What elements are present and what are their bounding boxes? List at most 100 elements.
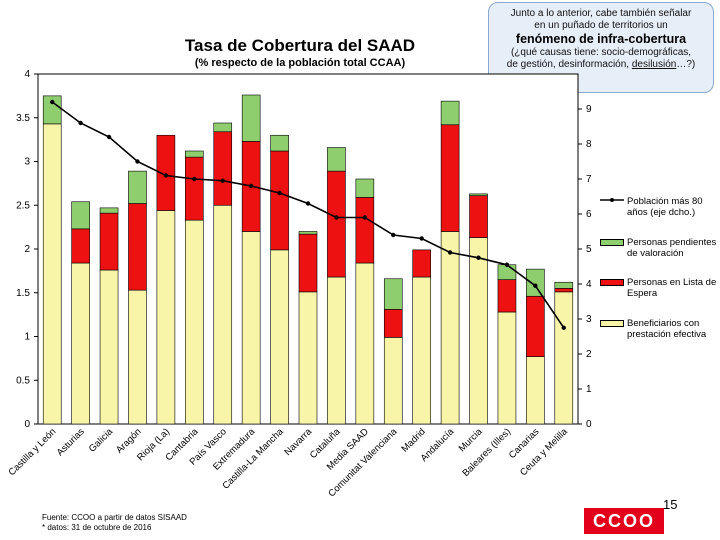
source-line-2: * datos: 31 de octubre de 2016 — [42, 523, 152, 532]
line-point — [419, 236, 424, 241]
bar-segment — [497, 311, 517, 425]
line-point — [334, 215, 339, 220]
y-tick-label: 1.5 — [16, 288, 30, 299]
y-tick-label: 0.5 — [16, 375, 30, 386]
callout-line-5c: …?) — [676, 59, 696, 70]
bar-segment — [383, 337, 403, 425]
line-point — [391, 232, 396, 238]
line-point — [362, 215, 368, 220]
bar-segment — [213, 131, 233, 206]
line-point — [135, 159, 140, 164]
y2-tick-label: 3 — [586, 314, 592, 325]
y2-tick-label: 8 — [586, 139, 592, 150]
y-tick-label: 4 — [24, 69, 30, 80]
y2-tick-label: 5 — [586, 244, 592, 255]
bar-segment — [99, 269, 119, 425]
y-tick-label: 2 — [24, 244, 30, 255]
line-point — [50, 99, 55, 105]
line-point — [192, 176, 197, 182]
line-point — [476, 255, 481, 260]
y-tick-label: 2.5 — [16, 200, 30, 211]
chart-subtitle: (% respecto de la población total CCAA) — [194, 57, 406, 69]
bar-segment — [440, 100, 460, 126]
page-number: 15 — [663, 497, 678, 512]
bar-segment — [526, 295, 545, 357]
bar-segment — [440, 231, 460, 425]
bar-segment — [156, 134, 176, 211]
line-point — [504, 262, 510, 267]
y2-tick-label: 0 — [586, 419, 592, 430]
bar-segment — [440, 124, 460, 232]
source-line-1: Fuente: CCOO a partir de datos SISAAD — [42, 513, 187, 522]
line-point — [561, 325, 566, 330]
bar-segment — [185, 156, 204, 221]
bar-segment — [327, 276, 346, 425]
line-point — [163, 173, 169, 178]
chart-title: Tasa de Cobertura del SAAD — [184, 36, 416, 55]
legend-swatch-pending — [600, 239, 624, 246]
y2-tick-label: 7 — [586, 174, 592, 185]
bar-segment — [128, 289, 147, 425]
bar-segment — [99, 207, 119, 214]
bar-segment — [241, 94, 261, 142]
bar-segment — [469, 193, 488, 196]
callout-line-5: de gestión, desinformación, desilusión…?… — [489, 59, 713, 71]
y2-tick-label: 2 — [586, 349, 592, 360]
source-note: Fuente: CCOO a partir de datos SISAAD * … — [42, 513, 187, 533]
bar-segment — [71, 262, 90, 425]
bar-segment — [497, 264, 517, 280]
bar-segment — [355, 197, 375, 264]
bar-segment — [412, 249, 431, 278]
callout-highlight: fenómeno de infra-cobertura — [515, 32, 687, 46]
category-label: Galicia — [87, 426, 116, 455]
line-point — [78, 120, 83, 126]
callout-line-1: Junto a lo anterior, cabe también señala… — [510, 8, 692, 19]
y-tick-label: 3 — [24, 157, 30, 168]
line-point — [248, 183, 254, 189]
line-point — [305, 201, 311, 206]
bar-segment — [185, 219, 204, 425]
bar-segment — [213, 204, 233, 425]
y2-tick-label: 9 — [586, 104, 592, 115]
bar-segment — [526, 356, 545, 425]
bar-segment — [554, 281, 574, 289]
bar-segment — [298, 291, 318, 425]
callout-line-2: en un puñado de territorios un — [534, 20, 668, 31]
bar-segment — [270, 249, 289, 425]
bar-segment — [270, 134, 289, 152]
bar-segment — [412, 276, 431, 425]
bar-segment — [327, 147, 346, 172]
legend-label-waiting: Personas en Lista de Espera — [627, 277, 717, 299]
callout-underlined-word: desilusión — [631, 59, 677, 70]
bar-segment — [526, 268, 545, 297]
bar-segment — [554, 291, 574, 425]
bar-segment — [42, 95, 62, 125]
line-point — [220, 178, 225, 183]
bar-segment — [469, 237, 488, 425]
line-point — [447, 250, 453, 255]
bar-segment — [128, 170, 147, 204]
bar-segment — [241, 231, 261, 425]
line-point — [277, 190, 282, 196]
category-label: Castilla y León — [6, 426, 58, 478]
bar-segment — [469, 195, 488, 238]
legend-line-marker — [610, 198, 614, 202]
y-tick-label: 0 — [24, 419, 30, 430]
legend-label-pending: Personas pendientes de valoración — [627, 237, 717, 259]
bar-segment — [355, 178, 375, 198]
callout-line-5a: de gestión, desinformación, — [506, 59, 632, 70]
ccoo-logo: CCOO — [584, 508, 664, 534]
bar-segment — [185, 150, 204, 158]
category-label: Asturias — [55, 426, 87, 458]
bar-segment — [213, 122, 233, 133]
bar-segment — [355, 262, 375, 425]
bar-segment — [383, 309, 403, 338]
bar-segment — [99, 212, 119, 271]
line-point — [533, 283, 538, 288]
line-point — [106, 134, 112, 140]
bar-segment — [71, 228, 90, 264]
y-tick-label: 1 — [24, 332, 30, 343]
bar-segment — [156, 210, 176, 425]
legend-label-line: Población más 80 años (eje dcho.) — [627, 196, 703, 218]
